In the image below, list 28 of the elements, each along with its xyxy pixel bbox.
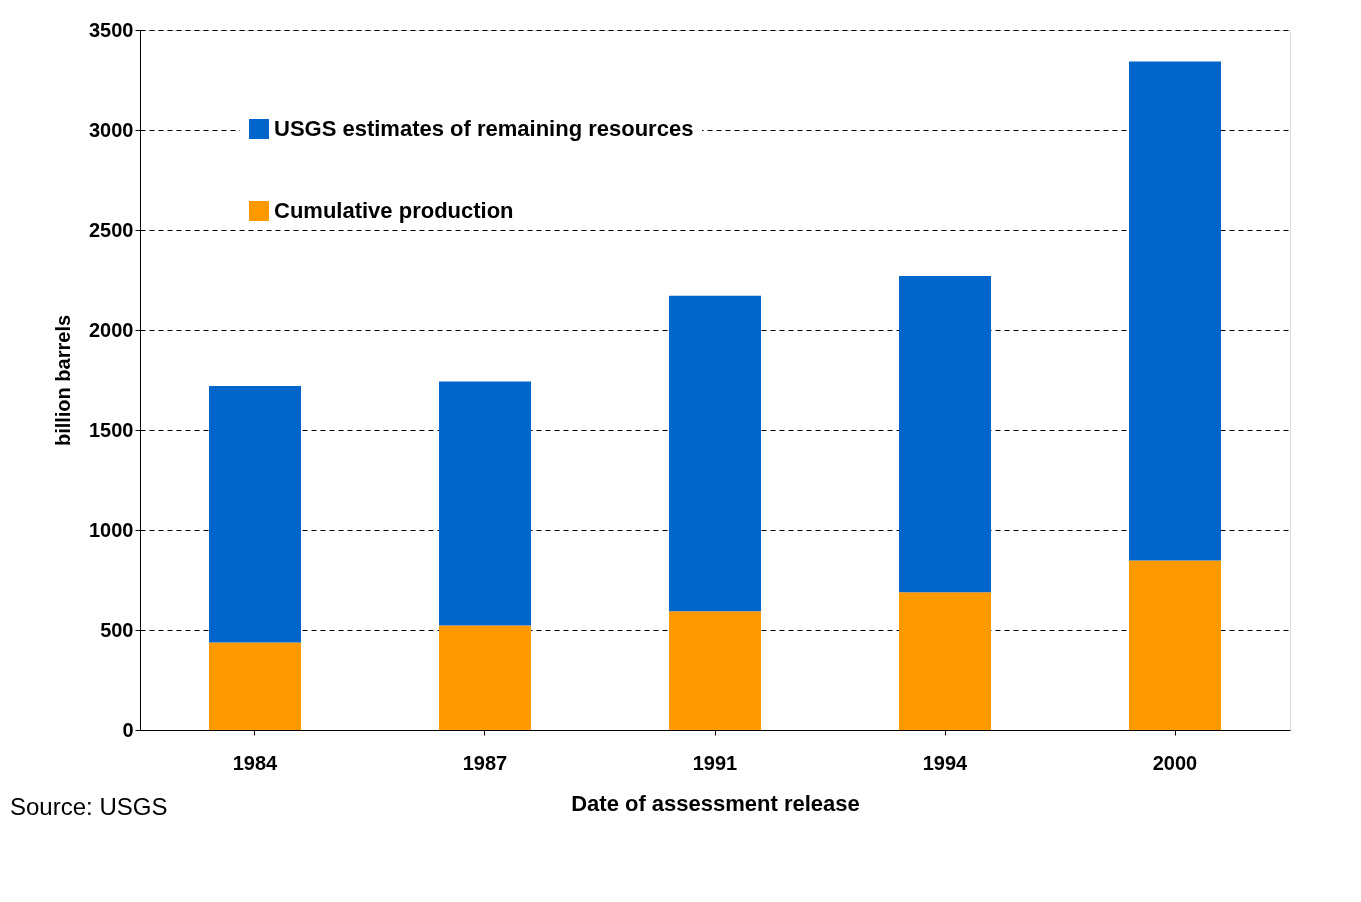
y-tick-label: 500 (100, 618, 134, 641)
y-tick-label: 3000 (89, 118, 134, 141)
y-tick-label: 2500 (89, 218, 134, 241)
bar (209, 386, 301, 643)
y-tick-label: 1000 (89, 518, 134, 541)
x-tick-label: 1991 (692, 751, 738, 774)
bar (899, 592, 991, 730)
x-axis-title: Date of assessment release (571, 790, 860, 816)
y-tick-label: 1500 (89, 418, 134, 441)
x-tick-label: 1987 (462, 751, 508, 774)
bar (899, 276, 991, 593)
y-axis-title: billion barrels (52, 314, 75, 447)
bar (669, 611, 761, 730)
bar (209, 642, 301, 730)
y-tick-label: 2000 (89, 318, 134, 341)
bar (1129, 560, 1221, 730)
legend-label: Cumulative production (274, 198, 514, 223)
source-note: Source: USGS (10, 793, 168, 820)
bar (1129, 61, 1221, 561)
x-tick-label: 1994 (922, 751, 969, 774)
bar (669, 295, 761, 612)
y-tick-label: 3500 (89, 18, 134, 41)
bar (439, 625, 531, 730)
bar (439, 381, 531, 626)
legend-label: USGS estimates of remaining resources (274, 116, 694, 141)
x-tick-label: 2000 (1152, 751, 1198, 774)
x-tick-label: 1984 (232, 751, 279, 774)
y-tick-label: 0 (122, 718, 134, 741)
